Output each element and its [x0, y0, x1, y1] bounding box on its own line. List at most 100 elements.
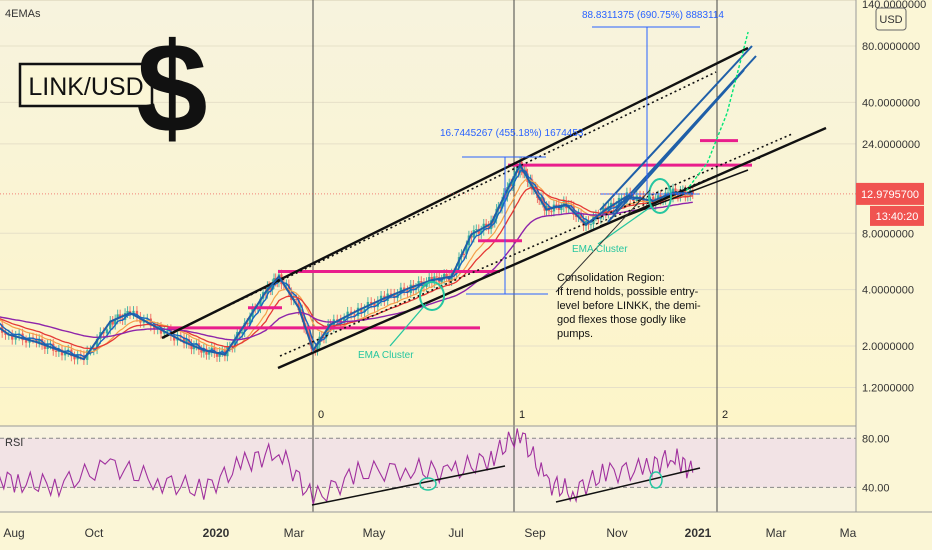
candle-body	[207, 351, 211, 355]
channel-lower-dotted	[279, 133, 793, 357]
candle-body	[389, 293, 393, 295]
candle-body	[462, 253, 466, 255]
rsi-line	[0, 428, 694, 505]
candle-body	[342, 318, 346, 324]
candle-body	[435, 276, 438, 278]
x-tick-label: Nov	[606, 526, 627, 540]
cycle-marker-label: 2	[722, 409, 728, 421]
candle-body	[691, 190, 694, 194]
candle-body	[555, 204, 558, 206]
y-tick-label: 80.0000000	[862, 41, 920, 53]
x-tick-label: 2020	[203, 526, 230, 540]
candle-body	[38, 338, 41, 343]
candle-body	[465, 245, 468, 255]
measure-mid-label: 16.7445267 (455.18%) 1674453	[440, 128, 584, 139]
candle-body	[190, 343, 193, 350]
candle-body	[440, 279, 443, 283]
candle-body	[517, 171, 520, 173]
rsi-level-label: 80.00	[862, 433, 890, 445]
candle-body	[480, 230, 483, 234]
candle-body	[246, 322, 249, 325]
candle-body	[445, 273, 448, 278]
candle-body	[299, 309, 302, 311]
candle-body	[638, 195, 642, 197]
logo-dollar-sign: $	[136, 17, 207, 160]
candle-body	[287, 284, 291, 293]
y-tick-label: 4.0000000	[862, 285, 914, 297]
candle-body	[123, 312, 127, 320]
candle-body	[73, 356, 76, 360]
price-badge-value: 12.9795700	[861, 189, 919, 201]
candle-body	[248, 317, 252, 325]
rsi-trendline	[555, 467, 701, 503]
candle-body	[427, 276, 431, 283]
candle-body	[105, 329, 109, 334]
countdown-badge	[870, 205, 924, 226]
ema-cluster-label-1: EMA Cluster	[358, 350, 414, 361]
candle-body	[498, 206, 502, 209]
candle-body	[241, 331, 244, 334]
candle-body	[477, 229, 480, 234]
candle-body	[620, 197, 623, 199]
candle-body	[402, 287, 406, 291]
candle-body	[295, 299, 298, 301]
ema-cluster-marker	[419, 281, 445, 311]
candle-body	[484, 223, 488, 226]
channel-lower-line	[277, 126, 827, 370]
candle-body	[308, 330, 311, 341]
projection-path	[685, 31, 749, 192]
candle-body	[452, 273, 456, 275]
candle-body	[172, 335, 176, 341]
candle-body	[609, 202, 613, 207]
candle-body	[577, 213, 580, 217]
rsi-label: RSI	[5, 437, 23, 449]
y-tick-label: 8.0000000	[862, 228, 914, 240]
candle-body	[200, 349, 203, 353]
candle-body	[192, 345, 196, 350]
candle-body	[370, 301, 373, 304]
candle-body	[550, 211, 553, 213]
cycle-marker-label: 0	[318, 409, 324, 421]
candle-body	[560, 207, 563, 211]
candle-body	[336, 319, 339, 321]
candle-body	[442, 273, 446, 280]
candle-body	[182, 336, 186, 344]
x-tick-label: Oct	[85, 526, 104, 540]
price-badge	[856, 182, 924, 205]
logo-text: LINK/USD	[28, 73, 143, 101]
candle-body	[4, 332, 7, 335]
candle-body	[163, 331, 166, 334]
candle-body	[500, 201, 504, 209]
ema-cluster-arrow	[389, 303, 427, 347]
candle-body	[579, 213, 583, 219]
candle-body	[297, 300, 300, 311]
x-tick-label: 2021	[685, 526, 712, 540]
candle-body	[14, 335, 17, 340]
consolidation-text: Consolidation Region:	[557, 272, 665, 284]
candle-body	[656, 195, 660, 199]
candle-body	[233, 339, 236, 348]
candle-body	[166, 329, 169, 332]
candle-body	[269, 286, 272, 291]
rsi-band	[0, 438, 856, 488]
candle-body	[215, 352, 219, 357]
indicator-label: 4EMAs	[5, 8, 41, 20]
consolidation-text: god flexes those godly like	[557, 314, 686, 326]
rsi-trendline	[311, 465, 506, 506]
candle-body	[475, 229, 478, 231]
currency-button[interactable]	[875, 7, 907, 31]
candle-body	[541, 197, 545, 203]
consolidation-text: If trend holds, possible entry-	[557, 286, 699, 298]
candle-body	[149, 318, 152, 327]
ema-cluster-label-2: EMA Cluster	[572, 244, 628, 255]
candle-body	[322, 336, 326, 339]
candle-body	[487, 225, 490, 230]
cycle-marker-label: 1	[519, 409, 525, 421]
candle-body	[674, 188, 677, 195]
candle-body	[353, 314, 356, 317]
ema-cluster-marker	[648, 178, 672, 214]
y-tick-label: 2.0000000	[862, 341, 914, 353]
candle-body	[589, 224, 593, 226]
candle-body	[60, 349, 64, 356]
